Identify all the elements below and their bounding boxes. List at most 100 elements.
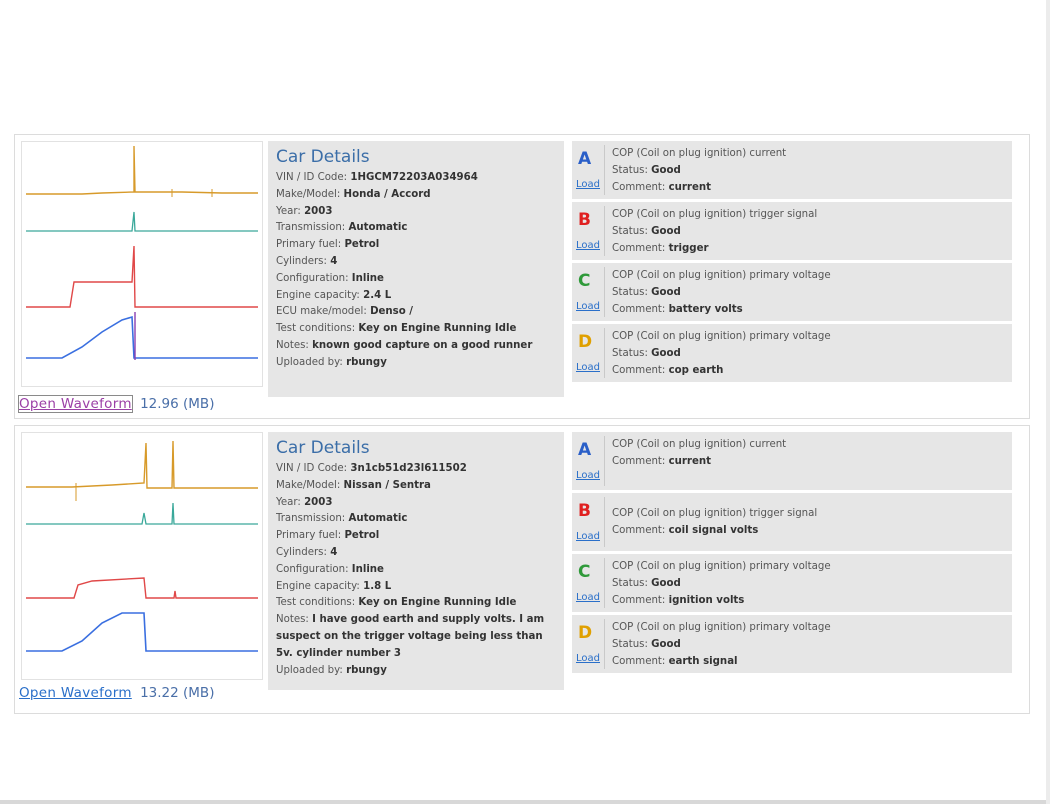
channel-info: COP (Coil on plug ignition) trigger sign… [612, 505, 817, 539]
channel-title: COP (Coil on plug ignition) trigger sign… [612, 508, 818, 519]
test-conditions-row: Test conditions: Key on Engine Running I… [276, 597, 517, 609]
channel-info: COP (Coil on plug ignition) primary volt… [612, 267, 831, 318]
engine-capacity-row: Engine capacity: 1.8 L [276, 580, 392, 592]
cylinders-row: Cylinders: 4 [276, 546, 338, 558]
channel-comment: Comment: current [612, 456, 711, 467]
car-details-heading: Car Details [276, 438, 370, 458]
channel-letter: C [578, 562, 591, 582]
cylinders-row: Cylinders: 4 [276, 255, 338, 267]
open-waveform-row: Open Waveform 12.96 (MB) [18, 395, 215, 413]
car-details-heading: Car Details [276, 147, 370, 167]
make-model-row: Make/Model: Honda / Accord [276, 188, 431, 200]
channel-comment: Comment: earth signal [612, 656, 738, 667]
channel-info: COP (Coil on plug ignition) trigger sign… [612, 206, 817, 257]
channel-divider [604, 558, 605, 608]
ecu-row: ECU make/model: Denso / [276, 306, 414, 318]
load-channel-link[interactable]: Load [576, 179, 600, 190]
vin-row: VIN / ID Code: 1HGCM72203A034964 [276, 172, 478, 183]
channel-b: B Load COP (Coil on plug ignition) trigg… [572, 202, 1012, 260]
channel-status: Status: Good [612, 165, 681, 176]
configuration-row: Configuration: Inline [276, 272, 384, 284]
channel-status: Status: Good [612, 226, 681, 237]
channel-comment: Comment: ignition volts [612, 595, 745, 606]
channel-info: COP (Coil on plug ignition) primary volt… [612, 558, 831, 609]
channel-divider [604, 619, 605, 669]
uploaded-by-row: Uploaded by: rbungy [276, 356, 387, 368]
channel-comment: Comment: current [612, 182, 711, 193]
channel-info: COP (Coil on plug ignition) primary volt… [612, 328, 831, 379]
channel-b: B Load COP (Coil on plug ignition) trigg… [572, 493, 1012, 551]
waveform-thumbnail[interactable] [21, 141, 263, 387]
channel-comment: Comment: coil signal volts [612, 525, 759, 536]
channel-status: Status: Good [612, 348, 681, 359]
car-details-panel: Car Details VIN / ID Code: 3n1cb51d23l61… [268, 432, 564, 690]
channel-comment: Comment: trigger [612, 243, 709, 254]
uploaded-by-row: Uploaded by: rbungy [276, 664, 387, 676]
year-row: Year: 2003 [276, 205, 333, 217]
channel-d: D Load COP (Coil on plug ignition) prima… [572, 615, 1012, 673]
channel-divider [604, 206, 605, 256]
channel-comment: Comment: battery volts [612, 304, 743, 315]
engine-capacity-row: Engine capacity: 2.4 L [276, 289, 392, 301]
load-channel-link[interactable]: Load [576, 592, 600, 603]
configuration-row: Configuration: Inline [276, 563, 384, 575]
car-details-panel: Car Details VIN / ID Code: 1HGCM72203A03… [268, 141, 564, 397]
channel-title: COP (Coil on plug ignition) primary volt… [612, 331, 831, 342]
open-waveform-link[interactable]: Open Waveform [18, 395, 133, 413]
channel-title: COP (Coil on plug ignition) current [612, 439, 787, 450]
year-row: Year: 2003 [276, 496, 333, 508]
notes-row: Notes: I have good earth and supply volt… [276, 614, 545, 659]
channel-title: COP (Coil on plug ignition) primary volt… [612, 561, 831, 572]
vin-row: VIN / ID Code: 3n1cb51d23l611502 [276, 463, 467, 474]
channel-letter: D [578, 332, 593, 352]
channel-title: COP (Coil on plug ignition) primary volt… [612, 270, 831, 281]
channel-divider [604, 436, 605, 486]
channel-c: C Load COP (Coil on plug ignition) prima… [572, 263, 1012, 321]
channel-list: A Load COP (Coil on plug ignition) curre… [572, 141, 1012, 385]
waveform-thumbnail[interactable] [21, 432, 263, 680]
waveform-preview-image [26, 145, 258, 360]
channel-divider [604, 497, 605, 547]
channel-divider [604, 267, 605, 317]
channel-letter: A [578, 149, 592, 169]
channel-letter: B [578, 501, 591, 521]
waveform-record: Open Waveform 12.96 (MB) Car Details VIN… [14, 134, 1030, 419]
channel-c: C Load COP (Coil on plug ignition) prima… [572, 554, 1012, 612]
open-waveform-link[interactable]: Open Waveform [19, 685, 132, 701]
file-size: 13.22 (MB) [140, 685, 215, 701]
transmission-row: Transmission: Automatic [276, 222, 408, 234]
load-channel-link[interactable]: Load [576, 531, 600, 542]
make-model-row: Make/Model: Nissan / Sentra [276, 479, 431, 491]
channel-letter: B [578, 210, 591, 230]
channel-comment: Comment: cop earth [612, 365, 724, 376]
channel-info: COP (Coil on plug ignition) primary volt… [612, 619, 831, 670]
open-waveform-row: Open Waveform 13.22 (MB) [19, 685, 214, 701]
channel-letter: D [578, 623, 593, 643]
channel-divider [604, 145, 605, 195]
page-right-rule [1046, 0, 1050, 804]
file-size: 12.96 (MB) [140, 396, 215, 412]
waveform-record: Open Waveform 13.22 (MB) Car Details VIN… [14, 425, 1030, 714]
load-channel-link[interactable]: Load [576, 362, 600, 373]
load-channel-link[interactable]: Load [576, 653, 600, 664]
channel-status: Status: Good [612, 287, 681, 298]
channel-letter: C [578, 271, 591, 291]
channel-list: A Load COP (Coil on plug ignition) curre… [572, 432, 1012, 676]
channel-a: A Load COP (Coil on plug ignition) curre… [572, 141, 1012, 199]
load-channel-link[interactable]: Load [576, 240, 600, 251]
channel-d: D Load COP (Coil on plug ignition) prima… [572, 324, 1012, 382]
load-channel-link[interactable]: Load [576, 301, 600, 312]
channel-title: COP (Coil on plug ignition) primary volt… [612, 622, 831, 633]
test-conditions-row: Test conditions: Key on Engine Running I… [276, 323, 517, 335]
channel-divider [604, 328, 605, 378]
fuel-row: Primary fuel: Petrol [276, 239, 380, 251]
channel-title: COP (Coil on plug ignition) trigger sign… [612, 209, 818, 220]
channel-status: Status: Good [612, 639, 681, 650]
channel-a: A Load COP (Coil on plug ignition) curre… [572, 432, 1012, 490]
channel-info: COP (Coil on plug ignition) current Stat… [612, 145, 786, 196]
channel-status: Status: Good [612, 578, 681, 589]
notes-row: Notes: known good capture on a good runn… [276, 339, 533, 351]
transmission-row: Transmission: Automatic [276, 513, 408, 525]
fuel-row: Primary fuel: Petrol [276, 530, 380, 542]
load-channel-link[interactable]: Load [576, 470, 600, 481]
